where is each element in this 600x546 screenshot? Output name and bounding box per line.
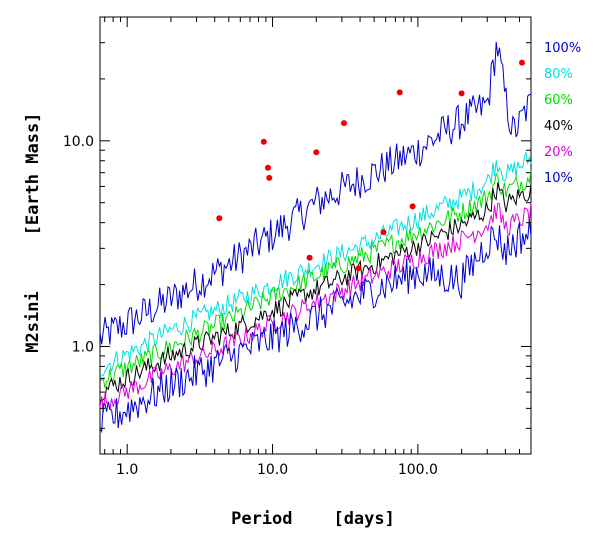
data-point [313,149,320,156]
legend-label: 100% [544,41,581,56]
data-point [260,138,267,145]
y-axis-ticks: 1.0 10.0 [63,16,531,455]
x-tick-label: 1.0 [116,462,138,478]
data-point [458,90,465,97]
legend-label: 10% [544,171,573,186]
x-axis-ticks: 1.0 10.0 100.0 [104,17,532,478]
data-point [306,254,313,261]
legend-label: 60% [544,93,573,108]
data-point [409,203,416,210]
y-axis-unit: [Earth Mass] [23,113,43,236]
x-tick-label: 10.0 [257,462,288,478]
points-layer [216,59,525,272]
series-line-40pct [99,182,532,403]
plot-frame [99,16,532,455]
y-axis-title: M2sini [23,291,43,352]
legend-label: 40% [544,119,573,134]
y-tick-label: 1.0 [72,339,94,355]
legend-label: 20% [544,145,573,160]
x-axis-title: Period [days] [231,509,395,529]
legend-label: 80% [544,67,573,82]
series-line-10pct [99,220,532,434]
series-line-100pct [99,41,532,345]
data-point [519,59,525,66]
data-point [265,164,271,171]
data-point [355,265,362,272]
x-tick-label: 100.0 [398,462,438,478]
series-layer [99,41,532,434]
y-tick-label: 10.0 [63,134,94,150]
data-point [216,215,223,222]
data-point [380,229,387,236]
series-line-60pct [99,170,532,389]
legend: 100% 80% 60% 40% 20% 10% [544,41,581,186]
data-point [266,174,273,181]
data-point [396,89,403,96]
series-line-80pct [99,151,532,377]
data-point [341,120,347,127]
